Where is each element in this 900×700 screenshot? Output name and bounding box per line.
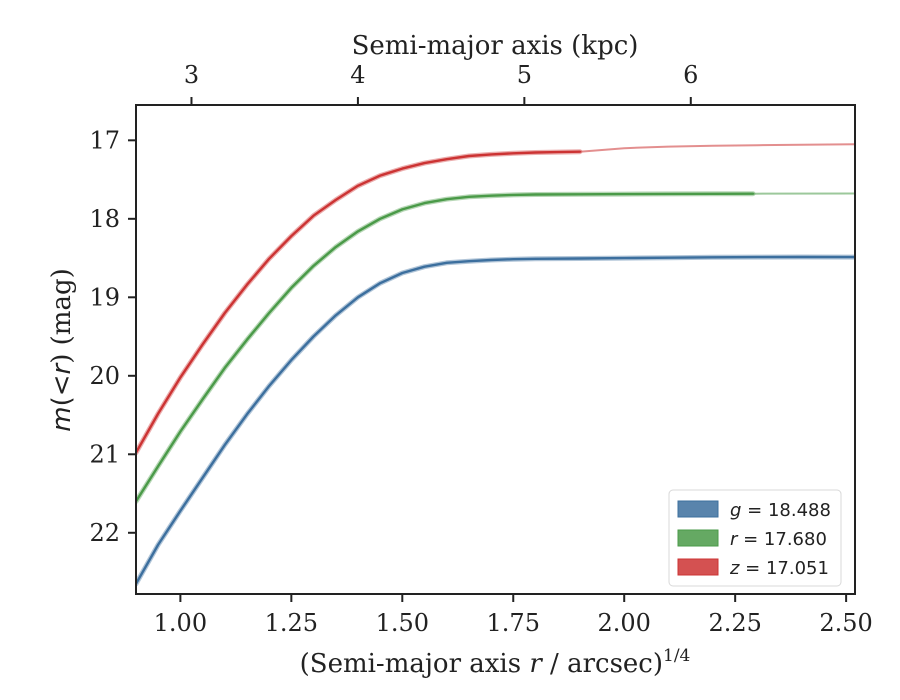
legend-value-r: = 17.680 (737, 529, 827, 550)
legend-label-r: r = 17.680 (730, 529, 827, 550)
plot-area (135, 104, 856, 595)
series-z-extension (579, 143, 855, 153)
legend-label-g: g = 18.488 (730, 500, 831, 521)
legend-swatch-g (677, 500, 719, 518)
y-tick-label: 20 (89, 362, 120, 390)
x-tick-label: 1.75 (487, 609, 540, 637)
series-z-line (136, 150, 581, 454)
series-r-line (136, 192, 755, 503)
x-tick-label: 1.00 (154, 609, 207, 637)
y-tick-label: 19 (89, 283, 120, 311)
x-axis-label: (Semi-major axis r / arcsec)1/4 (300, 646, 691, 679)
x-tick-label: 1.50 (376, 609, 429, 637)
y-tick-label: 21 (89, 440, 120, 468)
x-tick-label: 2.25 (708, 609, 761, 637)
x2-tick-label: 4 (350, 61, 365, 89)
x2-tick-label: 3 (184, 61, 199, 89)
legend-var-g: g (730, 500, 741, 521)
x-axis-ticks: 1.00 1.25 1.50 1.75 2.00 2.25 2.50 (154, 594, 873, 637)
x2-tick-label: 6 (683, 61, 698, 89)
x2-axis-label: Semi-major axis (kpc) (352, 31, 639, 61)
legend-value-z: = 17.051 (739, 558, 829, 579)
series-layer (136, 143, 855, 587)
x2-tick-label: 5 (517, 61, 532, 89)
top-axis-ticks: 3 4 5 6 (184, 61, 698, 105)
legend-value-g: = 18.488 (741, 500, 831, 521)
y-axis-label: m(<r) (mag) (47, 268, 77, 431)
legend-var-z: z (729, 558, 740, 579)
legend-label-z: z = 17.051 (729, 558, 829, 579)
y-axis-ticks: 17 18 19 20 21 22 (89, 126, 136, 547)
x-tick-label: 1.25 (265, 609, 318, 637)
legend-var-r: r (730, 529, 739, 550)
series-g-line (136, 255, 855, 585)
y-tick-label: 17 (89, 126, 120, 154)
x-tick-label: 2.00 (597, 609, 650, 637)
legend-swatch-z (677, 558, 719, 576)
y-tick-label: 18 (89, 205, 120, 233)
legend-swatch-r (677, 529, 719, 547)
axes-frame (135, 104, 856, 595)
y-tick-label: 22 (89, 519, 120, 547)
x-tick-label: 2.50 (819, 609, 872, 637)
